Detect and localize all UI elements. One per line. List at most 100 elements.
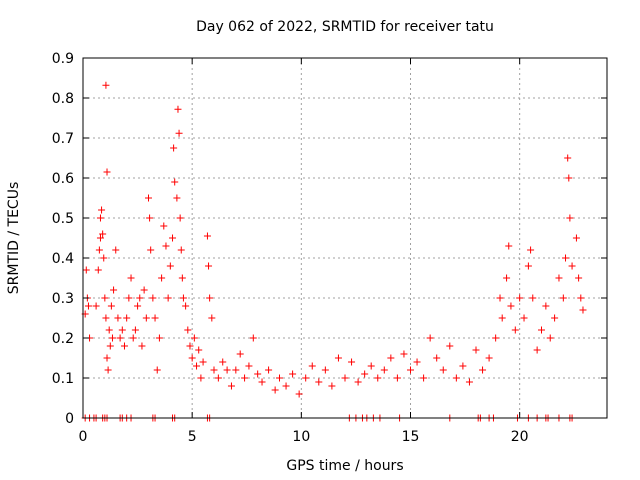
- data-point: [568, 262, 576, 270]
- data-point: [131, 326, 139, 334]
- data-point: [129, 334, 137, 342]
- data-point: [138, 342, 146, 350]
- data-point: [387, 354, 395, 362]
- data-point: [566, 214, 574, 222]
- data-point: [565, 174, 573, 182]
- y-tick-label: 0.8: [52, 91, 74, 107]
- data-point: [302, 374, 310, 382]
- data-point: [496, 294, 504, 302]
- data-point: [160, 222, 168, 230]
- data-point: [577, 294, 585, 302]
- data-point: [308, 362, 316, 370]
- data-point: [503, 274, 511, 282]
- data-point: [400, 350, 408, 358]
- data-point: [459, 362, 467, 370]
- data-point: [227, 382, 235, 390]
- data-point: [176, 214, 184, 222]
- data-point: [479, 366, 487, 374]
- data-point: [162, 242, 170, 250]
- data-point: [572, 234, 580, 242]
- data-point: [341, 374, 349, 382]
- data-point: [118, 326, 126, 334]
- y-tick-label: 0.7: [52, 131, 74, 147]
- data-point: [538, 326, 545, 334]
- data-point: [407, 366, 414, 374]
- data-point: [498, 314, 506, 322]
- data-point: [146, 214, 154, 222]
- plot-frame: [82, 57, 608, 419]
- data-point: [361, 370, 369, 378]
- data-point: [120, 342, 128, 350]
- data-point: [182, 302, 190, 310]
- data-point: [223, 366, 231, 374]
- data-point: [551, 314, 559, 322]
- data-point: [295, 390, 303, 398]
- data-point: [315, 378, 323, 386]
- data-point: [104, 366, 112, 374]
- data-point: [232, 366, 240, 374]
- data-point: [164, 294, 172, 302]
- data-point: [134, 302, 142, 310]
- data-point: [123, 314, 131, 322]
- data-point: [127, 274, 135, 282]
- data-point: [116, 334, 124, 342]
- data-point: [348, 358, 356, 366]
- data-point: [321, 366, 329, 374]
- data-point: [465, 378, 473, 386]
- data-point: [245, 362, 253, 370]
- data-point: [446, 342, 454, 350]
- data-point: [564, 154, 572, 162]
- data-point: [289, 370, 297, 378]
- data-point: [193, 362, 201, 370]
- data-point: [142, 314, 150, 322]
- data-point: [529, 294, 537, 302]
- chart-title: Day 062 of 2022, SRMTID for receiver tat…: [196, 19, 494, 35]
- data-point: [524, 262, 532, 270]
- data-point: [106, 342, 114, 350]
- data-point: [520, 314, 528, 322]
- data-point: [533, 346, 541, 354]
- data-point: [527, 246, 535, 254]
- data-point: [219, 358, 227, 366]
- data-point: [166, 262, 174, 270]
- data-point: [210, 366, 218, 374]
- data-point: [178, 274, 186, 282]
- data-point: [96, 234, 104, 242]
- data-point: [177, 246, 185, 254]
- data-point: [249, 334, 257, 342]
- data-point: [472, 346, 480, 354]
- data-point: [426, 334, 434, 342]
- x-tick-label: 15: [402, 429, 420, 445]
- y-tick-label: 0.9: [52, 51, 74, 67]
- data-point: [184, 326, 192, 334]
- grid: [83, 58, 607, 418]
- data-point: [101, 294, 109, 302]
- data-point: [98, 206, 106, 214]
- y-tick-label: 0.5: [52, 211, 74, 227]
- data-point: [105, 326, 113, 334]
- data-point: [546, 334, 554, 342]
- data-point: [208, 314, 216, 322]
- data-point: [102, 314, 110, 322]
- data-point: [175, 129, 183, 137]
- x-tick-label: 20: [511, 429, 529, 445]
- data-point: [271, 386, 279, 394]
- data-point: [579, 306, 587, 314]
- data-point: [420, 374, 428, 382]
- data-point: [334, 354, 342, 362]
- data-point: [328, 382, 336, 390]
- data-point: [179, 294, 187, 302]
- y-tick-label: 0: [65, 411, 74, 427]
- data-point: [197, 374, 205, 382]
- data-point: [84, 302, 92, 310]
- data-point: [171, 178, 179, 186]
- data-point: [380, 366, 388, 374]
- data-point: [94, 266, 102, 274]
- data-point: [507, 302, 515, 310]
- data-point: [102, 81, 110, 89]
- data-point: [114, 314, 122, 322]
- data-point: [241, 374, 249, 382]
- data-point: [188, 354, 196, 362]
- data-point: [575, 274, 583, 282]
- data-point: [149, 294, 157, 302]
